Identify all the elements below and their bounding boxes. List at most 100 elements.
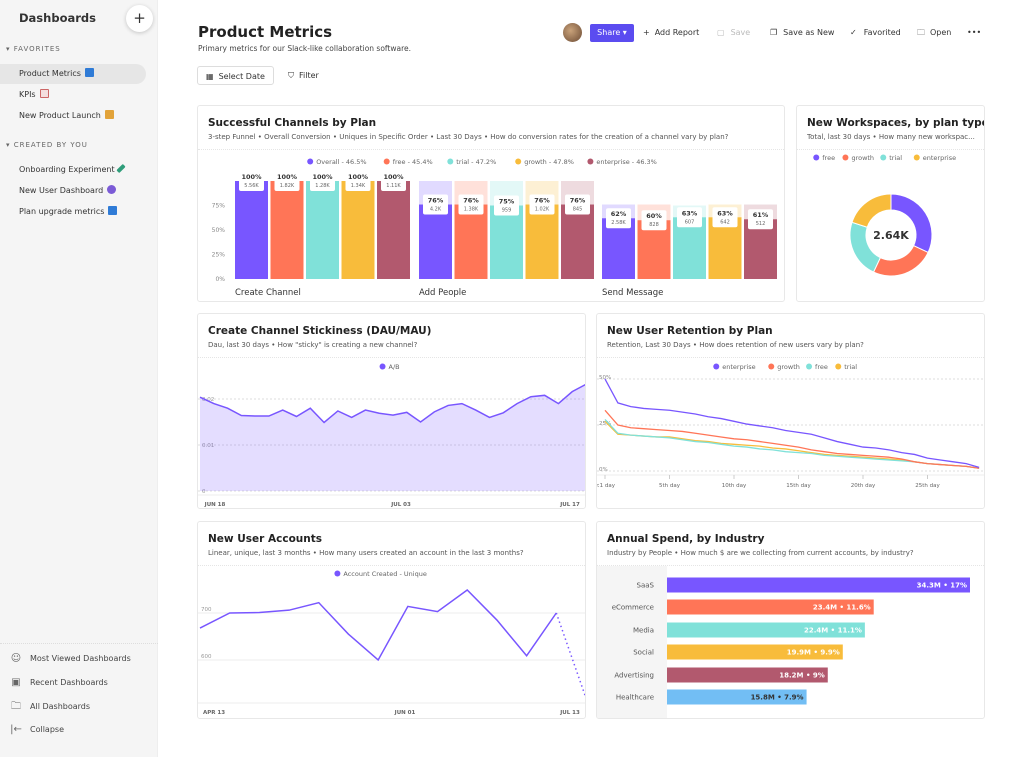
x-tick-label: JUL 13 — [559, 710, 580, 716]
bar-count-label: 1.82K — [280, 183, 295, 189]
legend-marker — [587, 158, 594, 165]
donut-slice-enterprise — [851, 193, 892, 228]
divider — [198, 565, 585, 566]
bar-value-label: 19.9M • 9.9% — [787, 649, 840, 657]
divider — [597, 565, 984, 566]
add-dashboard-button[interactable]: + — [126, 5, 153, 32]
successful-channels-card[interactable]: Successful Channels by Plan 3-step Funne… — [197, 105, 785, 302]
open-button[interactable]: 🗀 Open — [917, 25, 951, 41]
sidebar-title: Dashboards — [19, 11, 96, 25]
x-tick-label: 20th day — [851, 483, 876, 489]
folder-icon: 🗀 — [917, 28, 925, 37]
add-report-button[interactable]: + Add Report — [643, 25, 699, 41]
y-tick-label: 75% — [212, 203, 226, 210]
bar-percent-label: 60% — [646, 212, 662, 220]
page-subtitle: Primary metrics for our Slack-like colla… — [198, 44, 412, 53]
sidebar-item-product-metrics[interactable]: Product Metrics — [0, 64, 146, 84]
avatar[interactable] — [563, 23, 582, 42]
button-label: Filter — [299, 71, 319, 80]
annual-spend-card[interactable]: Annual Spend, by Industry Industry by Pe… — [596, 521, 985, 719]
legend-label: free - 45.4% — [393, 158, 433, 166]
card-title: New User Retention by Plan — [607, 325, 773, 337]
button-label: Add Report — [654, 28, 700, 37]
all-dashboards-link[interactable]: 🗀 All Dashboards — [10, 699, 90, 715]
share-button[interactable]: Share ▾ — [590, 24, 634, 42]
bar-percent-label: 63% — [682, 209, 698, 217]
step-label: Add People — [419, 288, 466, 298]
bar-label-box — [274, 171, 300, 191]
bar-label-box — [494, 195, 519, 216]
filter-button[interactable]: ⛉ Filter — [280, 66, 327, 85]
legend-label: A/B — [389, 363, 400, 371]
sidebar-item-new-product-launch[interactable]: New Product Launch — [0, 106, 146, 126]
stickiness-card[interactable]: Create Channel Stickiness (DAU/MAU) Dau,… — [197, 313, 586, 509]
test-tube-emoji-icon — [116, 163, 126, 174]
funnel-chart: Overall - 46.5% free - 45.4% trial - 47.2%… — [212, 158, 777, 298]
funnel-bar — [306, 181, 339, 279]
donut-slice-free — [890, 193, 933, 254]
bar-percent-label: 100% — [241, 173, 262, 181]
favorited-button[interactable]: ✓ Favorited — [850, 25, 901, 41]
step-label: Create Channel — [235, 288, 301, 298]
x-tick-label: 5th day — [659, 483, 681, 489]
save-as-new-button[interactable]: ❐ Save as New — [770, 25, 834, 41]
select-date-button[interactable]: ▦ Select Date — [197, 66, 274, 85]
funnel-bar — [341, 181, 375, 279]
card-subtitle: Total, last 30 days • How many new works… — [807, 133, 975, 141]
legend-marker — [334, 570, 341, 577]
sidebar-item-plan-upgrade-metrics[interactable]: Plan upgrade metrics — [0, 202, 146, 222]
bar-value-label: 23.4M • 11.6% — [813, 604, 871, 612]
favorites-section-toggle[interactable]: ▾ FAVORITES — [6, 45, 61, 53]
favorites-label: FAVORITES — [13, 45, 61, 53]
save-button[interactable]: ▢ Save — [717, 25, 750, 41]
legend-label: enterprise - 46.3% — [596, 158, 656, 166]
x-tick-label: APR 13 — [203, 710, 225, 716]
funnel-bar — [673, 217, 706, 279]
legend-label: free — [815, 363, 828, 371]
series-line-trial — [604, 420, 980, 469]
y-tick-label: 600 — [201, 654, 212, 660]
x-tick-label: JUN 01 — [394, 710, 416, 716]
page-title: Product Metrics — [198, 23, 333, 41]
more-options-button[interactable]: ••• — [967, 28, 982, 37]
accounts-chart: Account Created - Unique 600 700 APR 13 JUN … — [198, 570, 585, 716]
x-tick-label: 15th day — [786, 483, 811, 489]
divider — [198, 357, 585, 358]
link-label: Most Viewed Dashboards — [30, 654, 131, 663]
sidebar-item-new-user-dashboard[interactable]: New User Dashboard — [0, 181, 146, 201]
spend-bar — [667, 689, 807, 705]
category-label: Advertising — [614, 672, 654, 680]
legend-label: enterprise — [923, 154, 956, 162]
smiley-icon: ☺ — [10, 653, 22, 664]
card-title: Create Channel Stickiness (DAU/MAU) — [208, 325, 432, 337]
legend-label: free — [822, 154, 835, 162]
funnel-bar — [602, 218, 635, 279]
most-viewed-dashboards-link[interactable]: ☺ Most Viewed Dashboards — [10, 651, 131, 667]
bar-count-label: 1.34K — [351, 183, 366, 189]
funnel-bar — [454, 204, 488, 279]
new-workspaces-card[interactable]: New Workspaces, by plan type Total, last… — [796, 105, 985, 302]
bar-label-box — [677, 207, 702, 228]
bar-value-label: 34.3M • 17% — [917, 582, 967, 590]
recent-dashboards-link[interactable]: ▣ Recent Dashboards — [10, 675, 108, 691]
label-column — [597, 566, 667, 718]
collapse-button[interactable]: |← Collapse — [10, 722, 64, 738]
button-label: Favorited — [863, 28, 901, 37]
new-user-accounts-card[interactable]: New User Accounts Linear, unique, last 3… — [197, 521, 586, 719]
x-tick-label: 10th day — [722, 483, 747, 489]
donut-slice-growth — [872, 244, 929, 277]
item-label: KPIs — [19, 90, 36, 99]
legend-marker — [379, 363, 386, 370]
created-label: CREATED BY YOU — [13, 141, 88, 149]
item-label: New User Dashboard — [19, 186, 104, 195]
spend-bar — [667, 644, 843, 660]
y-tick-label: 0 — [202, 489, 206, 495]
created-section-toggle[interactable]: ▾ CREATED BY YOU — [6, 141, 88, 149]
funnel-bar — [377, 181, 410, 279]
x-tick-label: JUL 17 — [559, 502, 580, 508]
sidebar-item-kpis[interactable]: KPIs — [0, 85, 146, 105]
button-label: Save — [730, 28, 751, 37]
sidebar-item-onboarding-experiment[interactable]: Onboarding Experiment — [0, 160, 146, 180]
bar-label-box — [310, 171, 335, 191]
retention-card[interactable]: New User Retention by Plan Retention, La… — [596, 313, 985, 509]
